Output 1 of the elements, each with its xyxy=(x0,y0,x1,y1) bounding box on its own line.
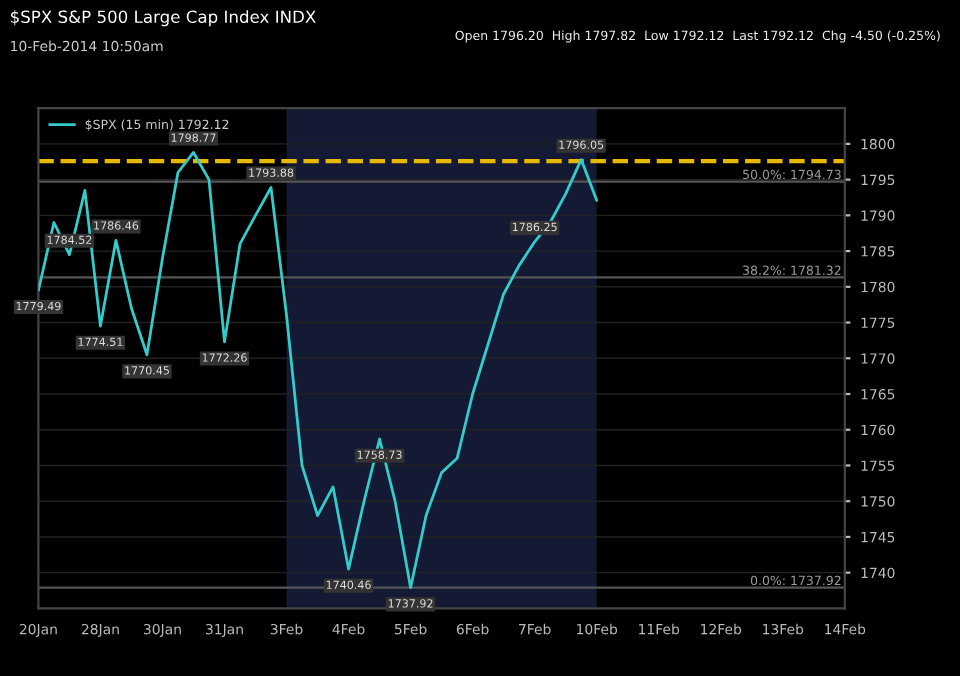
chart-title: $SPX S&P 500 Large Cap Index INDX xyxy=(10,10,316,27)
